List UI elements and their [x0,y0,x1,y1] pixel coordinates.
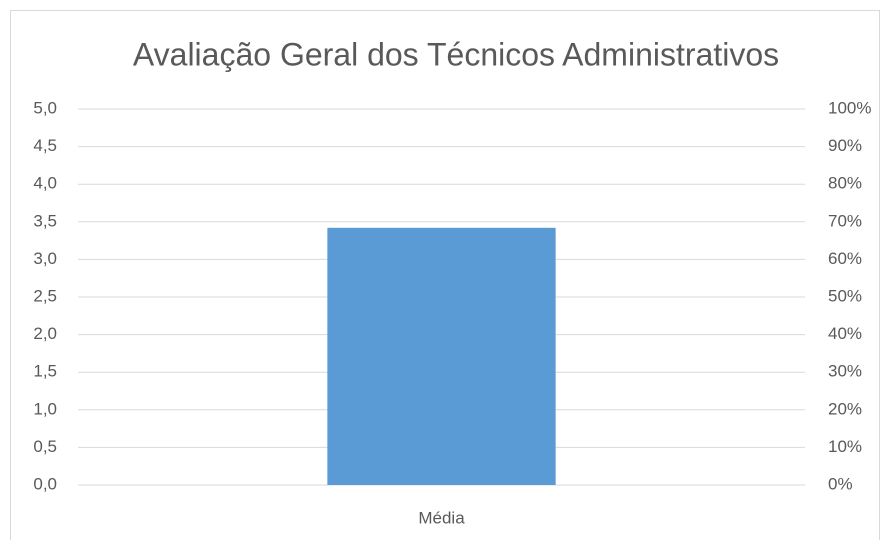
y-tick-label: 4,5 [33,136,57,155]
y2-tick-label: 90% [828,136,862,155]
chart-title: Avaliação Geral dos Técnicos Administrat… [133,36,779,72]
y2-tick-label: 30% [828,362,862,381]
y-tick-label: 5,0 [33,98,57,117]
y-tick-label: 3,0 [33,249,57,268]
y-tick-label: 2,0 [33,324,57,343]
y2-tick-label: 50% [828,286,862,305]
y-tick-label: 2,5 [33,286,57,305]
y2-tick-label: 10% [828,437,862,456]
y2-tick-label: 60% [828,249,862,268]
y2-tick-label: 100% [828,98,871,117]
bar [327,227,556,486]
y-tick-label: 4,0 [33,174,57,193]
x-tick-label: Média [418,508,465,527]
y2-tick-label: 20% [828,399,862,418]
y2-tick-label: 70% [828,211,862,230]
y-tick-label: 0,0 [33,474,57,493]
y-tick-label: 1,5 [33,362,57,381]
y-tick-label: 1,0 [33,399,57,418]
y2-tick-label: 40% [828,324,862,343]
y2-tick-label: 0% [828,474,853,493]
y-tick-label: 3,5 [33,211,57,230]
y-tick-label: 0,5 [33,437,57,456]
y2-tick-label: 80% [828,174,862,193]
